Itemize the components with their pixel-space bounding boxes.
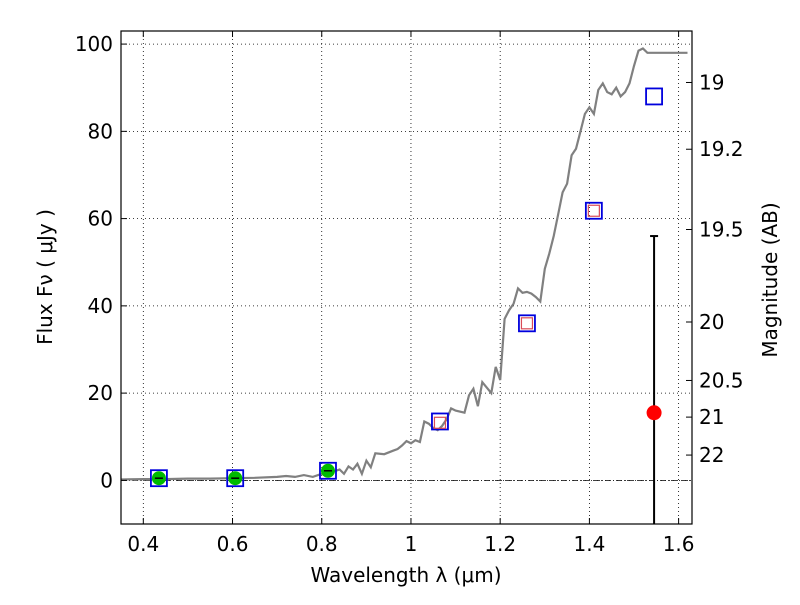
photometry-square-marker	[319, 461, 337, 480]
y-tick-label: 100	[75, 32, 113, 56]
x-tick-label: 0.4	[127, 532, 159, 556]
y2-tick-label: 22	[699, 443, 724, 467]
measurement-point	[646, 405, 662, 421]
y-axis-label: Flux Fν ( μJy )	[33, 209, 57, 345]
x-tick-label: 1.6	[663, 532, 695, 556]
y2-tick-label: 21	[699, 405, 724, 429]
y2-axis-label: Magnitude (AB)	[758, 202, 782, 357]
y-tick-label: 0	[100, 468, 113, 492]
y-tick-label: 60	[88, 207, 113, 231]
photometry-square-marker	[226, 469, 245, 488]
model-square-marker	[587, 204, 600, 217]
axes: 0.4 0.6 0.8 1 1.2 1.4 1.6 0 20 40 60 80 100 19 19.2 19.…	[75, 30, 744, 556]
photometry-square-marker	[645, 87, 663, 106]
y2-tick-label: 20.5	[699, 368, 744, 392]
model-square-marker	[520, 317, 534, 330]
y2-tick-label: 19	[699, 70, 724, 94]
y-tick-label: 40	[88, 294, 113, 318]
y-tick-label: 20	[88, 381, 113, 405]
x-tick-label: 0.8	[306, 532, 338, 556]
x-tick-label: 1.2	[484, 532, 516, 556]
photometry-square-marker	[150, 469, 168, 488]
photometry-square-marker	[518, 314, 536, 333]
x-tick-label: 1.4	[573, 532, 605, 556]
y-tick-label: 80	[88, 119, 113, 143]
y2-tick-label: 19.2	[699, 137, 744, 161]
y2-tick-label: 19.5	[699, 218, 744, 242]
photometry-square-marker	[584, 201, 603, 220]
x-axis-label: Wavelength λ (μm)	[310, 563, 501, 587]
spectrum-line	[120, 47, 688, 481]
axes-frame	[120, 30, 693, 525]
plot-area	[120, 47, 688, 524]
x-tick-label: 0.6	[217, 532, 249, 556]
x-tick-label: 1	[405, 532, 418, 556]
photometry-square-marker	[431, 412, 449, 431]
y2-tick-label: 20	[699, 310, 724, 334]
model-square-marker	[433, 416, 447, 429]
grid-lines	[121, 31, 692, 524]
